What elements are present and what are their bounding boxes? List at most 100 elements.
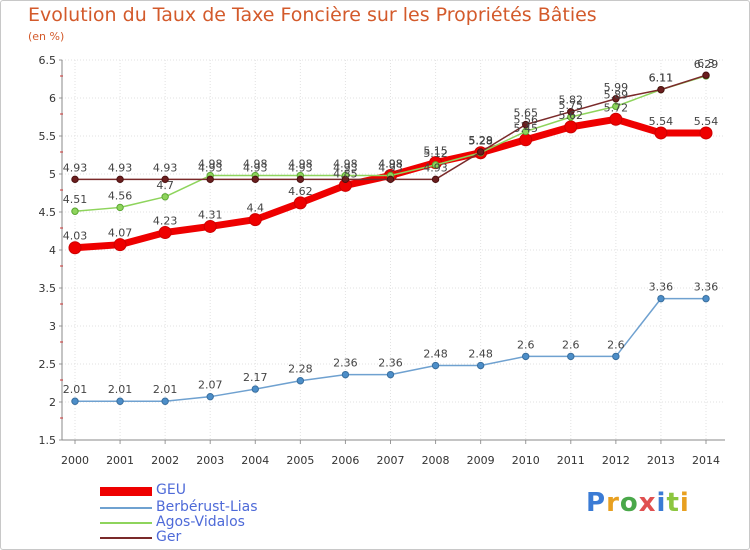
data-point-geu	[564, 120, 578, 134]
data-point-agos-vidalos	[71, 207, 79, 215]
data-label-agos-vidalos: 4.51	[63, 193, 88, 206]
data-label-berberust-lias: 2.6	[607, 338, 625, 351]
y-tick-label: 4.5	[39, 206, 57, 219]
data-point-agos-vidalos	[612, 102, 620, 111]
data-point-ger	[341, 175, 350, 184]
data-point-ger	[116, 175, 124, 184]
data-point-berberust-lias	[296, 377, 305, 385]
legend-label: GEU	[156, 482, 186, 498]
data-point-berberust-lias	[567, 352, 575, 361]
data-point-ger	[161, 175, 169, 184]
data-label-berberust-lias: 3.36	[694, 281, 719, 294]
data-label-agos-vidalos: 5.12	[423, 147, 448, 160]
x-tick-label: 2008	[422, 454, 450, 467]
x-tick-label: 2003	[196, 454, 224, 467]
data-label-agos-vidalos: 4.98	[378, 158, 403, 171]
chart-title: Evolution du Taux de Taxe Foncière sur l…	[28, 4, 597, 26]
data-point-geu	[203, 219, 217, 233]
x-tick-label: 2013	[647, 454, 675, 467]
legend-label: Agos-Vidalos	[156, 514, 245, 530]
x-tick-label: 2014	[692, 454, 720, 467]
data-label-geu: 5.72	[604, 101, 629, 114]
x-tick-label: 2004	[241, 454, 269, 467]
data-label-ger: 5.29	[468, 134, 493, 147]
data-label-ger: 4.93	[108, 161, 133, 174]
data-label-ger: 4.93	[378, 161, 403, 174]
data-label-ger: 4.93	[423, 161, 448, 174]
data-label-berberust-lias: 2.07	[198, 379, 223, 392]
data-label-agos-vidalos: 5.75	[559, 99, 584, 112]
legend-label: Ger	[156, 529, 182, 545]
data-label-geu: 5.15	[423, 145, 448, 158]
y-tick-label: 5	[49, 168, 56, 181]
y-tick-label: 3	[49, 320, 56, 333]
data-point-ger	[71, 175, 79, 184]
data-label-agos-vidalos: 5.89	[604, 88, 629, 101]
data-point-geu	[519, 133, 533, 147]
data-point-berberust-lias	[206, 392, 214, 401]
legend-swatch	[100, 522, 152, 524]
data-label-geu: 4.31	[198, 208, 223, 221]
data-label-geu: 5.62	[559, 109, 584, 122]
data-point-ger	[657, 85, 665, 94]
data-label-agos-vidalos: 4.7	[156, 179, 174, 192]
data-point-geu	[654, 126, 668, 140]
data-point-geu	[248, 213, 262, 227]
data-label-ger: 6.11	[649, 72, 674, 85]
data-point-geu	[113, 238, 127, 252]
data-point-ger	[476, 148, 485, 156]
data-label-berberust-lias: 2.6	[562, 338, 580, 351]
data-label-berberust-lias: 2.36	[378, 357, 403, 370]
x-tick-label: 2012	[602, 454, 630, 467]
data-point-geu	[699, 126, 713, 140]
data-label-ger: 4.93	[288, 161, 313, 174]
data-point-agos-vidalos	[161, 193, 169, 201]
data-point-berberust-lias	[522, 352, 530, 361]
data-label-ger: 4.93	[333, 161, 358, 174]
data-label-geu: 4.07	[108, 227, 133, 240]
y-tick-label: 3.5	[39, 282, 57, 295]
data-point-berberust-lias	[71, 397, 79, 405]
data-label-agos-vidalos: 5.28	[468, 135, 493, 148]
data-label-ger: 4.93	[243, 161, 268, 174]
data-point-berberust-lias	[657, 294, 665, 303]
data-label-ger: 5.82	[559, 94, 584, 107]
data-point-ger	[206, 175, 214, 184]
legend-swatch	[100, 486, 152, 496]
data-point-ger	[522, 120, 530, 129]
data-point-ger	[296, 175, 305, 184]
data-label-geu: 5.45	[513, 122, 538, 135]
data-label-geu: 4.23	[153, 215, 178, 228]
data-point-berberust-lias	[431, 361, 440, 370]
data-label-geu: 5.54	[694, 115, 719, 128]
y-tick-label: 2.5	[39, 358, 57, 371]
x-tick-label: 2011	[557, 454, 585, 467]
x-tick-label: 2001	[106, 454, 134, 467]
data-label-geu: 4.03	[63, 230, 88, 243]
data-label-agos-vidalos: 4.98	[198, 158, 223, 171]
data-point-ger	[567, 107, 575, 116]
data-point-geu	[68, 241, 82, 255]
x-tick-label: 2010	[512, 454, 540, 467]
data-label-berberust-lias: 2.01	[153, 383, 178, 396]
data-label-agos-vidalos: 4.98	[288, 158, 313, 171]
data-point-berberust-lias	[251, 385, 259, 393]
data-label-berberust-lias: 2.48	[423, 348, 448, 361]
data-label-agos-vidalos: 4.98	[333, 158, 358, 171]
data-label-agos-vidalos: 4.56	[108, 189, 133, 202]
data-point-geu	[293, 196, 307, 210]
data-point-agos-vidalos	[116, 203, 124, 212]
data-label-berberust-lias: 2.28	[288, 363, 313, 376]
x-tick-label: 2002	[151, 454, 179, 467]
y-tick-label: 6	[49, 92, 56, 105]
data-label-ger: 5.65	[513, 107, 538, 120]
data-point-berberust-lias	[161, 397, 169, 405]
legend-label: Berbérust-Lias	[156, 499, 258, 515]
data-point-ger	[612, 95, 620, 103]
data-point-berberust-lias	[476, 361, 485, 370]
data-point-berberust-lias	[702, 294, 710, 303]
x-tick-label: 2009	[467, 454, 495, 467]
data-label-geu: 4.4	[247, 202, 265, 215]
data-label-berberust-lias: 2.36	[333, 357, 358, 370]
y-tick-label: 5.5	[39, 130, 57, 143]
